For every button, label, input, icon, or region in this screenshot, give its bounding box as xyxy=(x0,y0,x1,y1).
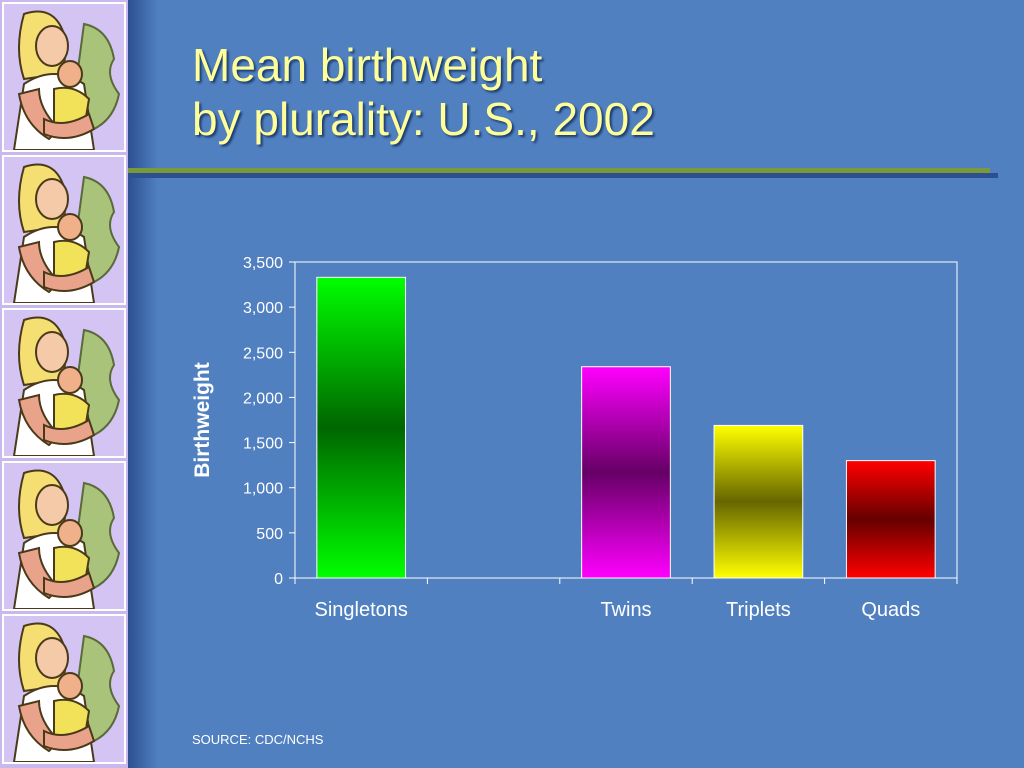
y-tick-label: 3,500 xyxy=(243,255,283,272)
y-tick-label: 1,000 xyxy=(243,481,283,498)
x-tick-label: Quads xyxy=(861,599,920,621)
mother-and-child-clipart-icon xyxy=(2,461,126,611)
y-tick-label: 2,000 xyxy=(243,390,283,407)
y-tick-label: 0 xyxy=(274,571,283,588)
bar-singletons xyxy=(316,276,407,579)
mother-and-child-clipart-icon xyxy=(2,614,126,764)
title-line-2: by plurality: U.S., 2002 xyxy=(192,93,655,145)
mother-and-child-clipart-icon xyxy=(2,155,126,305)
slide-title: Mean birthweight by plurality: U.S., 200… xyxy=(192,38,655,146)
y-axis-title: Birthweight xyxy=(191,362,214,478)
bar-triplets xyxy=(713,424,804,579)
title-rule-shadow xyxy=(130,173,998,178)
title-rule xyxy=(128,168,990,173)
bar-twins xyxy=(581,366,671,579)
x-tick-label: Triplets xyxy=(726,599,791,621)
y-tick-label: 500 xyxy=(256,526,283,543)
y-tick-label: 2,500 xyxy=(243,345,283,362)
y-tick-label: 3,000 xyxy=(243,300,283,317)
side-shadow-bar xyxy=(128,0,158,768)
y-tick-label: 1,500 xyxy=(243,436,283,453)
source-note: SOURCE: CDC/NCHS xyxy=(192,732,324,747)
title-line-1: Mean birthweight xyxy=(192,39,543,91)
decorative-side-strip xyxy=(0,0,128,768)
mother-and-child-clipart-icon xyxy=(2,308,126,458)
x-tick-label: Singletons xyxy=(314,599,407,621)
x-tick-label: Twins xyxy=(600,599,651,621)
bar-quads xyxy=(845,460,936,579)
mother-and-child-clipart-icon xyxy=(2,2,126,152)
